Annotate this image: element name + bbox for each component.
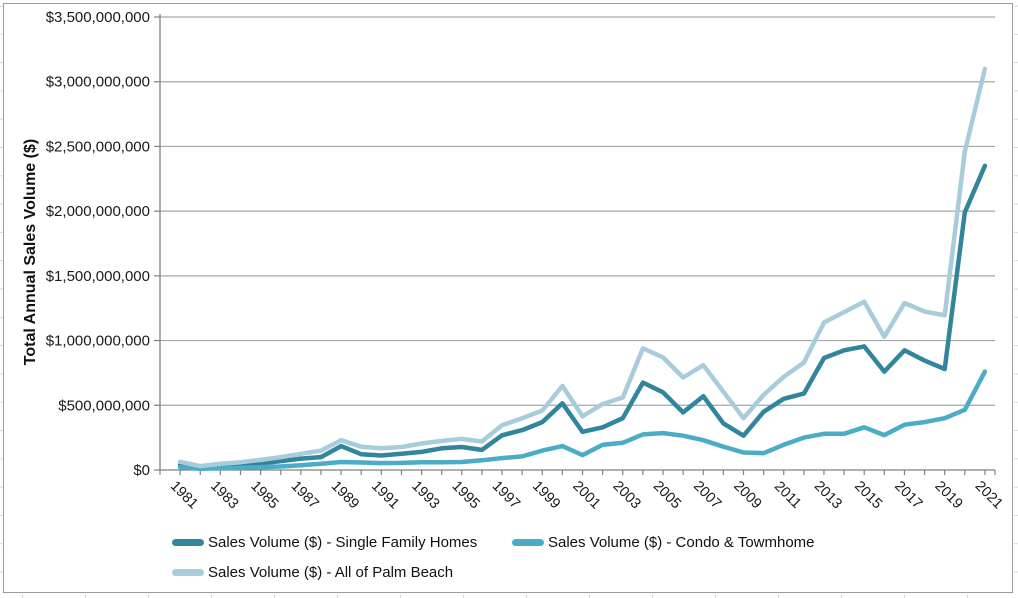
y-axis-tick-label: $1,500,000,000 bbox=[46, 268, 150, 285]
legend-label-single-family-homes: Sales Volume ($) - Single Family Homes bbox=[208, 534, 478, 551]
y-axis-tick-label: $2,000,000,000 bbox=[46, 203, 150, 220]
series-line-condo-townhome bbox=[177, 369, 988, 471]
x-axis-tick-label: 2021 bbox=[972, 478, 1006, 512]
x-axis-tick-label: 1989 bbox=[328, 478, 362, 512]
y-axis-tick-label: $2,500,000,000 bbox=[46, 138, 150, 155]
series-line-all-palm-beach bbox=[177, 66, 988, 469]
x-axis-tick-label: 2011 bbox=[771, 478, 804, 511]
y-axis-tick-label: $1,000,000,000 bbox=[46, 333, 150, 350]
x-axis-tick-label: 2017 bbox=[891, 478, 925, 512]
y-axis-tick-label: $3,000,000,000 bbox=[46, 74, 150, 91]
x-axis-tick-label: 2015 bbox=[851, 478, 885, 512]
legend-item-condo-townhome[interactable]: Sales Volume ($) - Condo & Towmhome bbox=[512, 534, 815, 551]
legend-swatch-condo-townhome bbox=[512, 539, 544, 546]
x-axis-tick-label: 1997 bbox=[489, 478, 523, 512]
y-axis-tick-label: $3,500,000,000 bbox=[46, 9, 150, 26]
y-axis-tick-label: $0 bbox=[133, 462, 150, 479]
x-axis-tick-label: 2005 bbox=[650, 478, 684, 512]
x-axis-tick-label: 1985 bbox=[247, 478, 281, 512]
y-axis-title: Total Annual Sales Volume ($) bbox=[22, 138, 39, 366]
y-axis-tick-label: $500,000,000 bbox=[58, 397, 150, 414]
x-axis-tick-label: 2003 bbox=[610, 478, 644, 512]
x-axis-tick-label: 2007 bbox=[690, 478, 724, 512]
x-axis-tick-label: 1981 bbox=[167, 478, 201, 512]
legend-label-condo-townhome: Sales Volume ($) - Condo & Towmhome bbox=[548, 534, 815, 551]
chart-object[interactable] bbox=[3, 3, 1013, 593]
legend-label-all-palm-beach: Sales Volume ($) - All of Palm Beach bbox=[208, 564, 454, 581]
x-axis-tick-label: 1999 bbox=[529, 478, 563, 512]
legend-swatch-all-palm-beach bbox=[172, 569, 204, 576]
x-axis-tick-label: 2001 bbox=[569, 478, 603, 512]
x-axis-tick-label: 2019 bbox=[931, 478, 965, 512]
legend-swatch-single-family-homes bbox=[172, 539, 204, 546]
x-axis-tick-label: 2009 bbox=[730, 478, 764, 512]
series-line-single-family-homes bbox=[177, 163, 988, 470]
x-axis-tick-label: 1983 bbox=[207, 478, 241, 512]
x-axis-tick-label: 1993 bbox=[408, 478, 442, 512]
x-axis-tick-label: 1991 bbox=[368, 478, 402, 512]
x-axis-tick-label: 1987 bbox=[288, 478, 322, 512]
legend-item-single-family-homes[interactable]: Sales Volume ($) - Single Family Homes bbox=[172, 534, 477, 551]
x-axis-tick-label: 2013 bbox=[811, 478, 845, 512]
legend-item-all-palm-beach[interactable]: Sales Volume ($) - All of Palm Beach bbox=[172, 564, 453, 581]
x-axis-tick-label: 1995 bbox=[449, 478, 483, 512]
